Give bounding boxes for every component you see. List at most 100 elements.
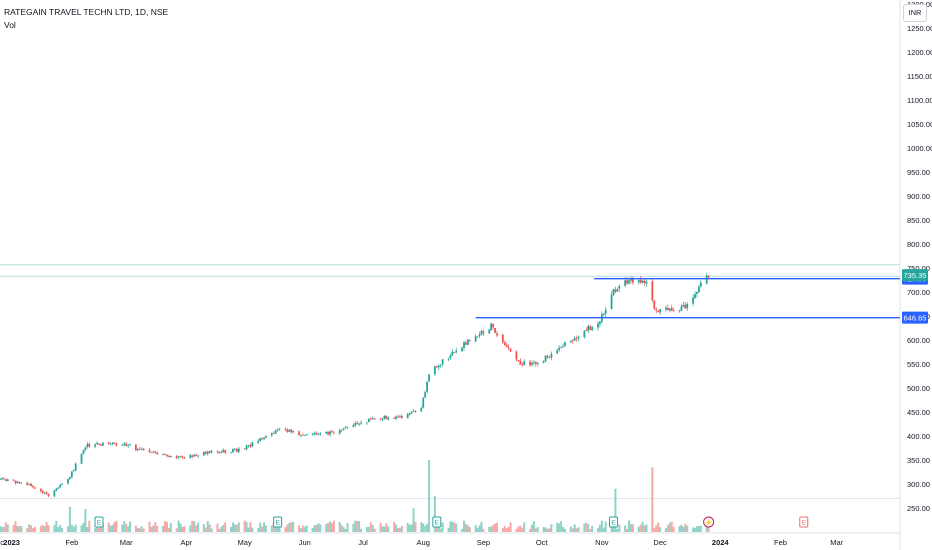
volume-bar bbox=[618, 524, 621, 532]
dividend-event-icon[interactable] bbox=[703, 516, 715, 528]
candle-body bbox=[344, 427, 347, 429]
candle-body bbox=[140, 449, 143, 450]
volume-bar bbox=[451, 521, 454, 532]
volume-bar bbox=[156, 525, 159, 532]
volume-bar bbox=[629, 523, 632, 532]
candle-body bbox=[562, 346, 564, 348]
candle-body bbox=[670, 307, 673, 311]
price-tick-label: 350.00 bbox=[907, 456, 930, 465]
volume-bar bbox=[643, 525, 646, 532]
volume-bar bbox=[614, 488, 617, 532]
volume-bar bbox=[191, 520, 194, 532]
volume-bar bbox=[98, 527, 101, 532]
candle-body bbox=[694, 294, 696, 299]
candle-body bbox=[290, 429, 293, 433]
candle-body bbox=[373, 418, 376, 420]
volume-bar bbox=[297, 525, 300, 532]
candle-body bbox=[298, 431, 300, 436]
volume-bar bbox=[626, 528, 629, 532]
volume-bar bbox=[152, 525, 155, 532]
currency-button[interactable]: INR bbox=[903, 4, 927, 22]
volume-bar bbox=[261, 526, 264, 532]
volume-bar bbox=[628, 520, 631, 532]
volume-bar bbox=[57, 527, 60, 532]
volume-bar bbox=[591, 525, 594, 532]
candle-body bbox=[319, 433, 322, 435]
volume-bar bbox=[45, 521, 48, 532]
volume-bar bbox=[437, 527, 440, 532]
volume-bar bbox=[101, 523, 104, 532]
candle-body bbox=[265, 435, 267, 438]
candle-body bbox=[637, 280, 640, 283]
volume-bar bbox=[162, 525, 165, 532]
candle-body bbox=[152, 451, 155, 453]
candle-body bbox=[26, 482, 29, 485]
candle-body bbox=[47, 493, 50, 497]
candle-body bbox=[234, 448, 236, 450]
candle-body bbox=[257, 440, 260, 443]
candle-body bbox=[616, 289, 619, 292]
earnings-event-icon[interactable] bbox=[432, 516, 442, 528]
volume-bar bbox=[455, 523, 458, 532]
candle-body bbox=[204, 451, 207, 454]
earnings-event-icon[interactable] bbox=[608, 516, 618, 528]
candle-body bbox=[532, 362, 535, 363]
price-tick-label: 300.00 bbox=[907, 480, 930, 489]
candle-body bbox=[169, 455, 172, 458]
candle-body bbox=[125, 443, 128, 446]
candle-body bbox=[496, 333, 498, 336]
volume-bar bbox=[208, 524, 211, 532]
volume-bar bbox=[129, 521, 132, 532]
volume-bar bbox=[488, 527, 491, 532]
volume-bar bbox=[346, 523, 349, 532]
candle-body bbox=[659, 309, 661, 313]
candle-body bbox=[224, 450, 227, 453]
volume-bar bbox=[651, 467, 654, 532]
earnings-event-icon[interactable] bbox=[799, 516, 809, 528]
volume-bar bbox=[505, 528, 508, 532]
candle-body bbox=[243, 448, 246, 450]
candle-body bbox=[490, 323, 493, 331]
candle-body bbox=[4, 479, 7, 482]
candle-body bbox=[98, 443, 100, 445]
volume-bar bbox=[631, 524, 634, 532]
volume-bar bbox=[600, 520, 603, 532]
volume-bar bbox=[639, 524, 642, 532]
price-tick-label: 400.00 bbox=[907, 432, 930, 441]
volume-bar bbox=[393, 521, 396, 532]
candle-body bbox=[645, 281, 648, 284]
volume-bar bbox=[659, 527, 662, 532]
candle-body bbox=[121, 444, 124, 446]
volume-bar bbox=[286, 524, 289, 532]
candle-body bbox=[12, 479, 15, 481]
volume-bar bbox=[20, 526, 23, 532]
candle-body bbox=[564, 342, 566, 347]
candle-body bbox=[641, 280, 644, 283]
candle-body bbox=[356, 422, 359, 425]
candle-body bbox=[523, 361, 526, 365]
candle-body bbox=[428, 374, 430, 382]
volume-bar bbox=[453, 522, 456, 532]
volume-indicator-label[interactable]: Vol bbox=[4, 20, 16, 30]
candle-body bbox=[261, 438, 263, 440]
earnings-event-icon[interactable] bbox=[273, 516, 283, 528]
volume-bar bbox=[245, 522, 248, 532]
volume-bar bbox=[74, 524, 77, 532]
candle-body bbox=[162, 453, 164, 455]
candle-body bbox=[383, 415, 386, 419]
dividend-event-symbol: ⚡ bbox=[705, 519, 713, 527]
volume-bar bbox=[88, 520, 91, 532]
volume-bar bbox=[12, 525, 15, 532]
volume-bar bbox=[408, 524, 411, 532]
volume-bar bbox=[210, 528, 213, 532]
earnings-event-icon[interactable] bbox=[94, 516, 104, 528]
volume-bar bbox=[367, 526, 370, 532]
candle-body bbox=[164, 454, 166, 455]
time-tick-label: Aug bbox=[417, 538, 430, 547]
candle-body bbox=[193, 454, 196, 457]
candle-body bbox=[614, 289, 617, 292]
volume-bar bbox=[175, 528, 178, 532]
volume-bar bbox=[183, 526, 186, 532]
candle-body bbox=[111, 442, 114, 444]
